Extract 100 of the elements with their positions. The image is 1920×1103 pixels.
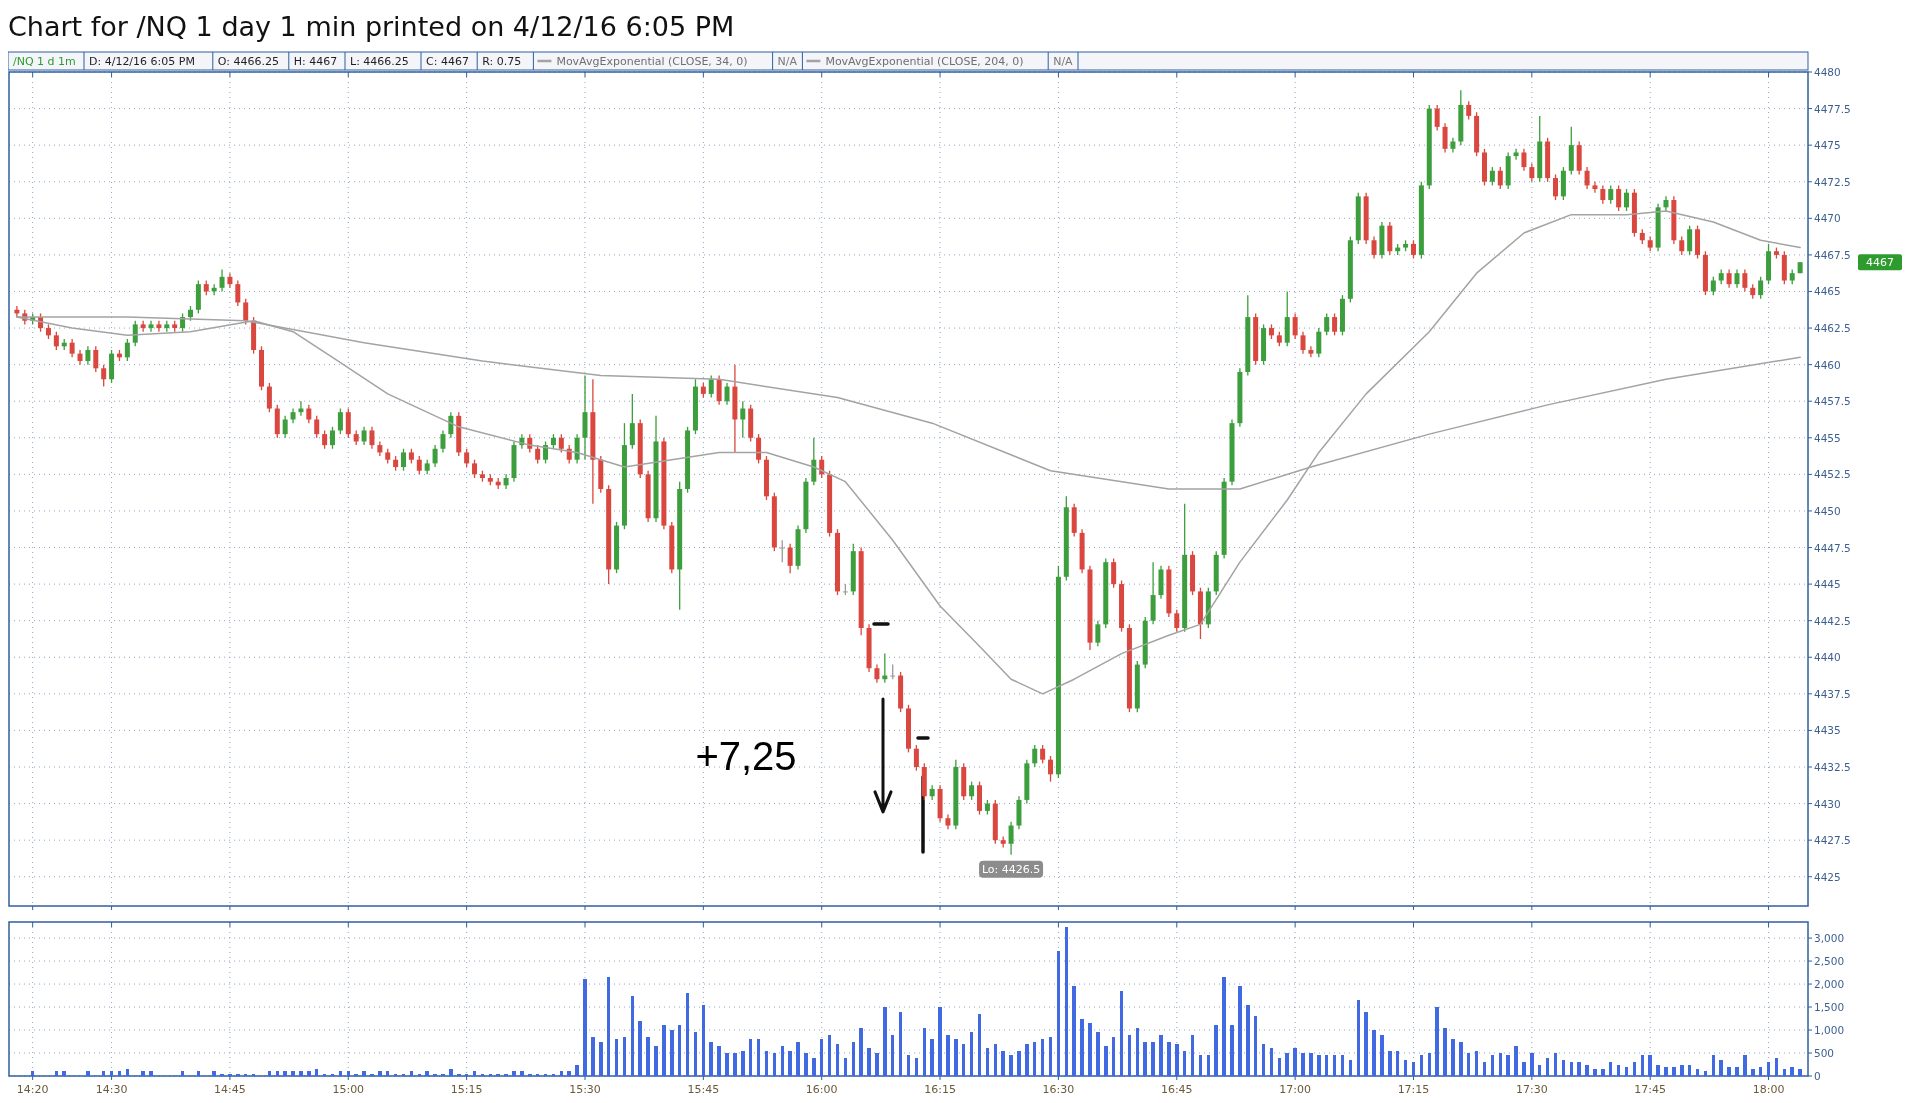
- bar: [591, 1036, 595, 1076]
- bar: [1743, 1055, 1747, 1076]
- bar: [1798, 1069, 1802, 1076]
- bar: [449, 1069, 453, 1076]
- bar: [1214, 1025, 1218, 1076]
- y-tick-label: 4425: [1814, 870, 1841, 883]
- candlestick: [235, 279, 241, 307]
- bar: [1025, 1043, 1029, 1076]
- bar: [1159, 1034, 1163, 1076]
- text: R: 0.75: [482, 55, 522, 68]
- candlestick: [124, 338, 130, 362]
- candlestick: [811, 437, 817, 486]
- candlestick: [1434, 104, 1440, 132]
- candlestick: [1553, 173, 1559, 201]
- candlestick: [1726, 268, 1732, 289]
- legend-label: MovAvgExponential (CLOSE, 34, 0): [556, 55, 748, 68]
- bar: [812, 1057, 816, 1076]
- candlestick: [969, 780, 975, 801]
- candlestick: [266, 382, 272, 413]
- bar: [1680, 1064, 1684, 1076]
- candlestick: [558, 433, 564, 454]
- legend-label: MovAvgExponential (CLOSE, 204, 0): [825, 55, 1024, 68]
- candlestick: [369, 426, 375, 450]
- x-tick-label: 17:00: [1279, 1083, 1311, 1096]
- bar: [1443, 1027, 1447, 1076]
- y-tick-label: 4460: [1814, 358, 1841, 371]
- candlestick: [913, 744, 919, 772]
- bar: [1585, 1064, 1589, 1076]
- bar: [954, 1039, 958, 1076]
- bar: [346, 1071, 351, 1076]
- candlestick: [740, 400, 746, 439]
- bar: [796, 1041, 800, 1076]
- x-tick-label: 15:00: [332, 1083, 365, 1096]
- bar: [275, 1071, 280, 1076]
- y-tick-label: 4442.5: [1814, 614, 1851, 627]
- y-tick-label: 4475: [1814, 139, 1841, 152]
- bar: [1009, 1055, 1013, 1076]
- x-tick-label: 16:15: [924, 1083, 956, 1096]
- bar: [196, 1071, 201, 1076]
- bar: [109, 1071, 114, 1076]
- candlestick: [148, 320, 154, 333]
- bar: [528, 1073, 532, 1076]
- candlestick: [345, 407, 351, 439]
- bar: [1151, 1041, 1155, 1076]
- candlestick: [1734, 268, 1740, 289]
- bar: [141, 1071, 145, 1076]
- bar: [1703, 1071, 1708, 1076]
- candlestick: [140, 320, 146, 333]
- bar: [1388, 1050, 1392, 1076]
- bar: [220, 1073, 224, 1076]
- y-tick-label: 4462.5: [1814, 322, 1851, 335]
- candlestick: [1316, 327, 1322, 358]
- candlestick: [440, 429, 446, 454]
- bar: [299, 1071, 303, 1076]
- bar: [1380, 1034, 1384, 1076]
- bar: [1672, 1066, 1676, 1076]
- bar: [1727, 1066, 1731, 1076]
- candlestick: [314, 415, 320, 439]
- y-tick-label: 4477.5: [1814, 102, 1851, 115]
- bar: [575, 1064, 579, 1076]
- bar: [520, 1071, 524, 1076]
- y-tick-label: 4432.5: [1814, 761, 1851, 773]
- bar: [1104, 1046, 1108, 1076]
- bar: [662, 1025, 666, 1076]
- x-tick-label: 14:20: [16, 1083, 49, 1096]
- bar: [1001, 1050, 1005, 1076]
- bar: [236, 1073, 240, 1076]
- bar: [788, 1050, 792, 1076]
- text: D: 4/12/16 6:05 PM: [89, 55, 195, 68]
- candlestick: [432, 444, 438, 468]
- candlestick: [874, 663, 880, 684]
- text: /NQ 1 d 1m: [13, 55, 76, 68]
- bar: [54, 1071, 59, 1076]
- candlestick: [1332, 312, 1338, 337]
- candlestick: [779, 539, 785, 563]
- bar: [117, 1071, 122, 1076]
- candlestick: [1489, 166, 1495, 187]
- text: C: 4467: [426, 55, 469, 68]
- candlestick: [1111, 557, 1117, 589]
- annotation: +7,25: [695, 733, 797, 778]
- candlestick: [1442, 122, 1448, 154]
- candlestick: [1008, 821, 1014, 856]
- bar: [378, 1071, 382, 1076]
- bar: [946, 1034, 950, 1076]
- y-tick-label: 2,000: [1814, 978, 1845, 991]
- bar: [1175, 1043, 1179, 1076]
- x-tick-label: 14:30: [95, 1083, 128, 1096]
- bar: [267, 1071, 272, 1076]
- candlestick: [156, 320, 162, 333]
- text: N/A: [1053, 55, 1074, 68]
- text: N/A: [777, 55, 798, 68]
- y-tick-label: 4440: [1814, 651, 1841, 664]
- bar: [504, 1073, 508, 1076]
- y-tick-label: 4455: [1814, 431, 1841, 444]
- candlestick: [69, 338, 75, 358]
- y-tick-label: 4435: [1814, 724, 1841, 737]
- candlestick: [132, 320, 138, 347]
- bar: [212, 1071, 216, 1076]
- candlestick: [1529, 162, 1535, 183]
- x-tick-label: 17:15: [1397, 1083, 1430, 1096]
